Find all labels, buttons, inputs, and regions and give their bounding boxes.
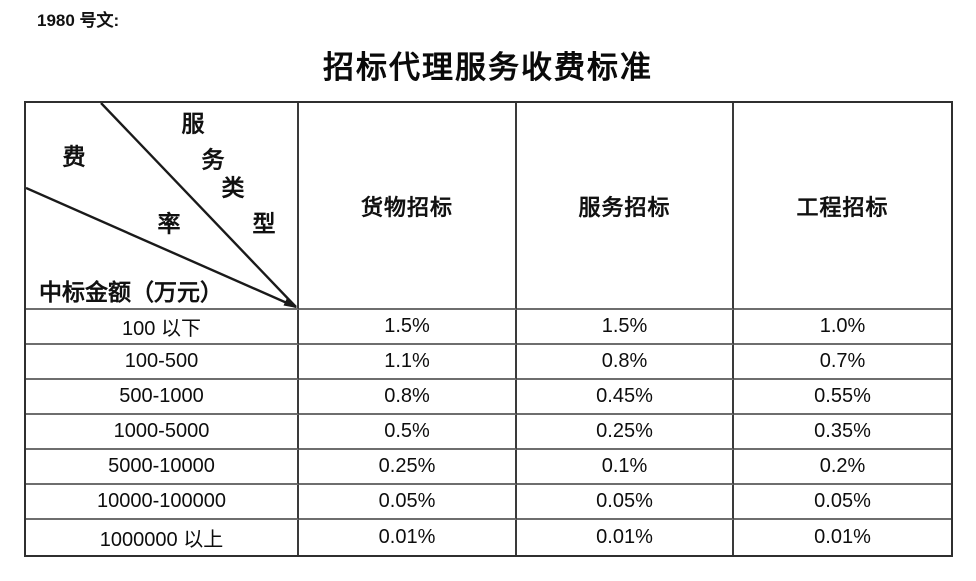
cell-engineering: 0.55% <box>734 380 951 415</box>
cell-engineering: 0.2% <box>734 450 951 485</box>
table-corner-cell: 费 服 务 类 率 型 中标金额（万元） <box>26 103 299 310</box>
diagonal-divider-lines <box>26 103 297 308</box>
cell-goods: 0.5% <box>299 415 517 450</box>
cell-range: 1000000 以上 <box>26 520 299 555</box>
cell-goods: 0.05% <box>299 485 517 520</box>
corner-label-rate: 率 <box>157 211 181 237</box>
cell-range: 10000-100000 <box>26 485 299 520</box>
cell-range: 5000-10000 <box>26 450 299 485</box>
fee-table: 费 服 务 类 率 型 中标金额（万元） 货物招标 服务招标 工程招标 100 … <box>24 101 953 557</box>
cell-engineering: 0.01% <box>814 526 871 548</box>
column-header-service: 服务招标 <box>517 103 734 310</box>
cell-service: 0.01% <box>517 520 734 555</box>
cell-range: 500-1000 <box>26 380 299 415</box>
cell-goods: 0.8% <box>299 380 517 415</box>
corner-label-amount: 中标金额（万元） <box>39 280 223 305</box>
corner-label-service-type-char: 务 <box>201 147 225 173</box>
column-header-engineering: 工程招标 <box>734 103 951 310</box>
cell-goods: 0.25% <box>299 450 517 485</box>
corner-label-service-type-char: 型 <box>252 211 276 237</box>
cell-service: 0.8% <box>517 345 734 380</box>
cell-range: 100-500 <box>26 345 299 380</box>
cell-engineering: 0.05% <box>734 485 951 520</box>
cell-engineering: 0.7% <box>734 345 951 380</box>
cell-service: 0.25% <box>517 415 734 450</box>
cell-service: 0.1% <box>517 450 734 485</box>
cell-engineering: 1.0% <box>734 310 951 345</box>
cell-service: 0.45% <box>517 380 734 415</box>
corner-label-fee: 费 <box>62 144 86 170</box>
doc-number-label: 1980 号文: <box>37 11 120 30</box>
cell-goods: 0.01% <box>299 520 517 555</box>
page-title: 招标代理服务收费标准 <box>323 50 653 85</box>
cell-engineering: 0.35% <box>734 415 951 450</box>
cell-range: 100 以下 <box>26 310 299 345</box>
column-header-goods: 货物招标 <box>299 103 517 310</box>
cell-goods: 1.5% <box>299 310 517 345</box>
cell-range: 1000-5000 <box>26 415 299 450</box>
corner-label-service-type-char: 类 <box>221 175 245 201</box>
cell-service: 0.05% <box>517 485 734 520</box>
corner-label-service-type-char: 服 <box>181 111 205 137</box>
cell-service: 1.5% <box>517 310 734 345</box>
cell-goods: 1.1% <box>299 345 517 380</box>
